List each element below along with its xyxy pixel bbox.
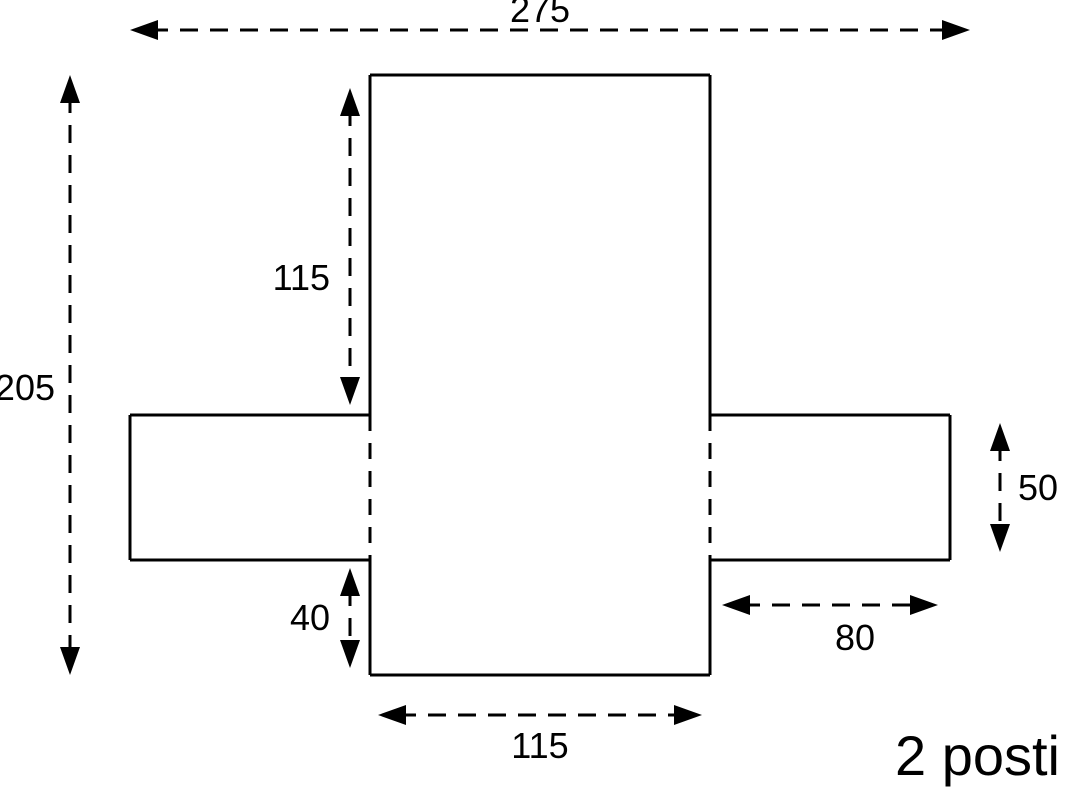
dim-label-side-height: 50 [1018, 467, 1058, 508]
arrow-up-left [60, 75, 80, 103]
dim-label-bottom-center: 115 [511, 725, 568, 766]
arrow-right-side-width [910, 595, 938, 615]
dim-label-inner-upper: 115 [273, 257, 330, 298]
arrow-left-bottom-center [378, 705, 406, 725]
arrow-down-side-height [990, 524, 1010, 552]
dim-label-overall-height: 205 [0, 367, 55, 408]
arrow-up-inner-lower [340, 568, 360, 596]
arrow-left-side-width [722, 595, 750, 615]
dim-label-overall-width: 275 [510, 0, 570, 30]
dim-label-inner-lower: 40 [290, 597, 330, 638]
technical-drawing: 275 205 115 40 115 80 50 2 posti [0, 0, 1082, 791]
arrow-right-top [942, 20, 970, 40]
arrow-down-inner-lower [340, 640, 360, 668]
dim-label-side-width: 80 [835, 617, 875, 658]
arrow-down-left [60, 647, 80, 675]
diagram-title: 2 posti [895, 724, 1060, 787]
arrow-left-top [130, 20, 158, 40]
arrow-down-inner-upper [340, 377, 360, 405]
arrow-up-side-height [990, 423, 1010, 451]
arrow-up-inner-upper [340, 88, 360, 116]
arrow-right-bottom-center [674, 705, 702, 725]
